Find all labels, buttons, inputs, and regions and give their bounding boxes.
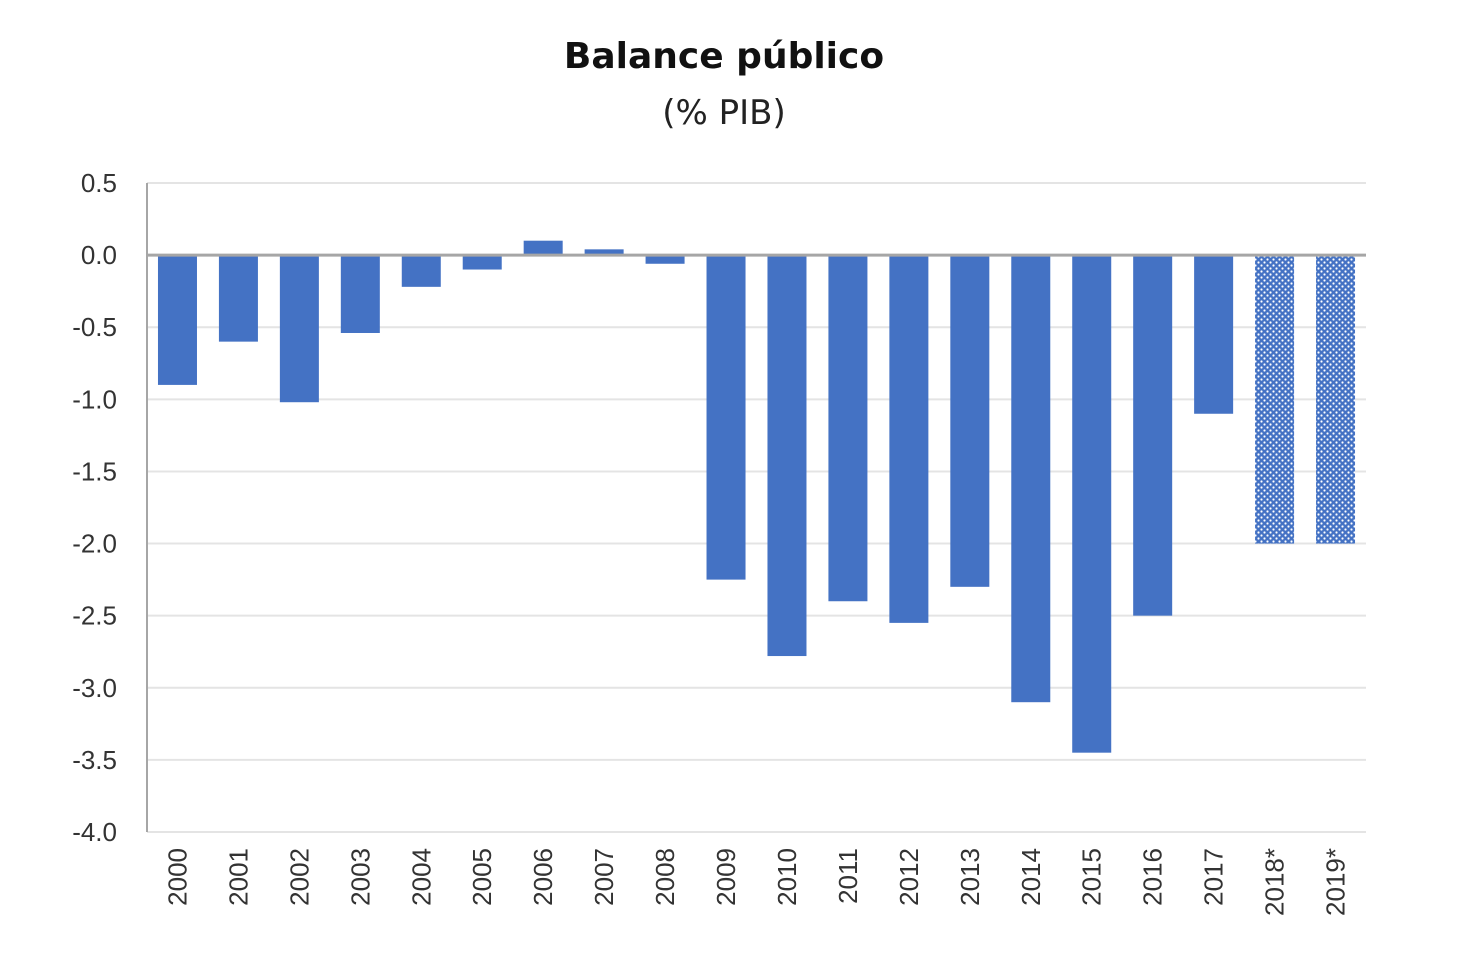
x-category-label: 2010 (772, 848, 802, 906)
bar-2013 (950, 255, 990, 587)
y-tick-label: -2.0 (72, 529, 117, 559)
x-category-label: 2002 (284, 848, 314, 906)
x-category-label: 2018* (1260, 848, 1290, 916)
x-category-label: 2001 (223, 848, 253, 906)
bars (157, 240, 1356, 753)
y-tick-label: -2.5 (72, 601, 117, 631)
x-category-label: 2013 (955, 848, 985, 906)
bar-2015 (1072, 255, 1112, 753)
x-category-label: 2008 (650, 848, 680, 906)
y-tick-label: -0.5 (72, 312, 117, 342)
y-tick-label: 0.5 (81, 168, 117, 198)
bar-2017 (1194, 255, 1234, 414)
y-tick-label: -4.0 (72, 817, 117, 847)
bar-2014 (1011, 255, 1051, 703)
bar-2004 (401, 255, 441, 287)
bar-2000 (157, 255, 197, 385)
x-category-label: 2007 (589, 848, 619, 906)
bar-2006 (523, 240, 563, 256)
x-category-label: 2004 (406, 848, 436, 906)
x-category-label: 2014 (1016, 848, 1046, 906)
x-category-label: 2003 (345, 848, 375, 906)
x-category-label: 2016 (1138, 848, 1168, 906)
x-category-label: 2009 (711, 848, 741, 906)
y-tick-labels: 0.5 0.0 -0.5 -1.0 -1.5 -2.0 -2.5 -3.0 -3.5 -4.0 (72, 168, 117, 847)
bar-2002 (279, 255, 319, 403)
bar-2008 (645, 255, 685, 264)
bar-2012 (889, 255, 929, 623)
axes (146, 183, 1366, 832)
x-category-label: 2015 (1077, 848, 1107, 906)
y-tick-label: -3.5 (72, 745, 117, 775)
x-category-label: 2000 (162, 848, 192, 906)
bar-2018 (1255, 255, 1295, 544)
bar-2016 (1133, 255, 1173, 616)
gridlines (147, 182, 1366, 833)
x-category-label: 2006 (528, 848, 558, 906)
bar-2009 (706, 255, 746, 580)
chart-title: Balance público (564, 36, 884, 77)
bar-2005 (462, 255, 502, 270)
x-category-label: 2017 (1199, 848, 1229, 906)
bar-2003 (340, 255, 380, 333)
y-tick-label: 0.0 (81, 240, 117, 270)
x-category-labels: 2000 2001 2002 2003 2004 2005 2006 2007 2008 2009… (162, 848, 1350, 916)
bar-2007 (584, 249, 624, 256)
chart-subtitle: (% PIB) (662, 93, 786, 133)
x-category-label: 2019* (1321, 848, 1351, 916)
x-category-label: 2005 (467, 848, 497, 906)
bar-2001 (218, 255, 258, 342)
x-category-label: 2012 (894, 848, 924, 906)
bar-2019 (1316, 255, 1356, 544)
bar-2010 (767, 255, 807, 657)
x-category-label: 2011 (833, 848, 863, 904)
y-tick-label: -3.0 (72, 673, 117, 703)
bar-2011 (828, 255, 868, 602)
y-tick-label: -1.0 (72, 384, 117, 414)
y-tick-label: -1.5 (72, 456, 117, 486)
